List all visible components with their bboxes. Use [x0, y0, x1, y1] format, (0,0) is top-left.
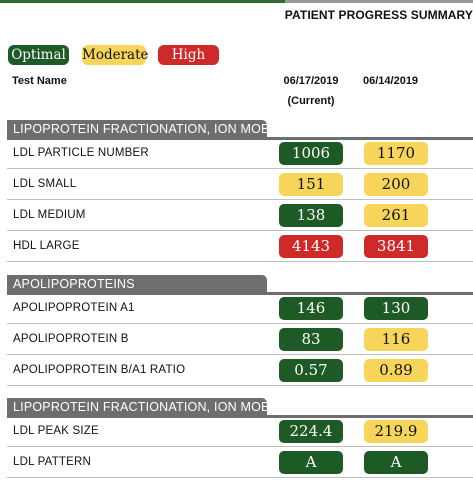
section-header-lipoprotein-fractionation-2: LIPOPROTEIN FRACTIONATION, ION MOBILITY: [7, 398, 267, 416]
previous-value: 219.9: [364, 420, 428, 443]
current-value: 151: [279, 173, 343, 196]
current-value: 83: [279, 328, 343, 351]
table-row: LDL PEAK SIZE 224.4 219.9: [7, 416, 473, 447]
section-rule: [7, 137, 473, 140]
previous-value: A: [364, 451, 428, 474]
column-header-current-label: (Current): [287, 95, 335, 107]
previous-value: 200: [364, 173, 428, 196]
current-value: 1006: [279, 142, 343, 165]
current-value: A: [279, 451, 343, 474]
test-name: LDL SMALL: [13, 178, 77, 190]
current-value: 146: [279, 297, 343, 320]
table-row: APOLIPOPROTEIN B 83 116: [7, 324, 473, 355]
column-header-test-name: Test Name: [12, 75, 67, 87]
top-rule-right: [285, 0, 473, 3]
current-value: 0.57: [279, 359, 343, 382]
legend-moderate: Moderate: [82, 45, 149, 65]
table-row: APOLIPOPROTEIN A1 146 130: [7, 293, 473, 324]
legend-optimal: Optimal: [8, 45, 69, 65]
test-name: APOLIPOPROTEIN B/A1 RATIO: [13, 364, 186, 376]
previous-value: 261: [364, 204, 428, 227]
report-title: PATIENT PROGRESS SUMMARY: [284, 8, 473, 22]
current-value: 138: [279, 204, 343, 227]
table-row: APOLIPOPROTEIN B/A1 RATIO 0.57 0.89: [7, 355, 473, 386]
test-name: HDL LARGE: [13, 240, 80, 252]
table-row: HDL LARGE 4143 3841: [7, 231, 473, 262]
test-name: LDL PEAK SIZE: [13, 425, 99, 437]
top-rule: [0, 0, 473, 3]
current-value: 224.4: [279, 420, 343, 443]
section-rule: [7, 415, 473, 418]
section-rule: [7, 292, 473, 295]
test-name: APOLIPOPROTEIN B: [13, 333, 129, 345]
previous-value: 0.89: [364, 359, 428, 382]
previous-value: 130: [364, 297, 428, 320]
section-header-apolipoproteins: APOLIPOPROTEINS: [7, 275, 267, 293]
section-header-lipoprotein-fractionation-1: LIPOPROTEIN FRACTIONATION, ION MOBILITY: [7, 120, 267, 138]
previous-value: 116: [364, 328, 428, 351]
table-row: LDL SMALL 151 200: [7, 169, 473, 200]
column-header-date-current: 06/17/2019: [283, 75, 339, 87]
table-row: LDL MEDIUM 138 261: [7, 200, 473, 231]
table-row: LDL PATTERN A A: [7, 447, 473, 478]
previous-value: 1170: [364, 142, 428, 165]
current-value: 4143: [279, 235, 343, 258]
test-name: APOLIPOPROTEIN A1: [13, 302, 135, 314]
legend-high: High: [158, 45, 219, 65]
previous-value: 3841: [364, 235, 428, 258]
test-name: LDL PARTICLE NUMBER: [13, 147, 149, 159]
test-name: LDL MEDIUM: [13, 209, 86, 221]
table-row: LDL PARTICLE NUMBER 1006 1170: [7, 138, 473, 169]
test-name: LDL PATTERN: [13, 456, 92, 468]
column-header-date-previous: 06/14/2019: [363, 75, 419, 87]
